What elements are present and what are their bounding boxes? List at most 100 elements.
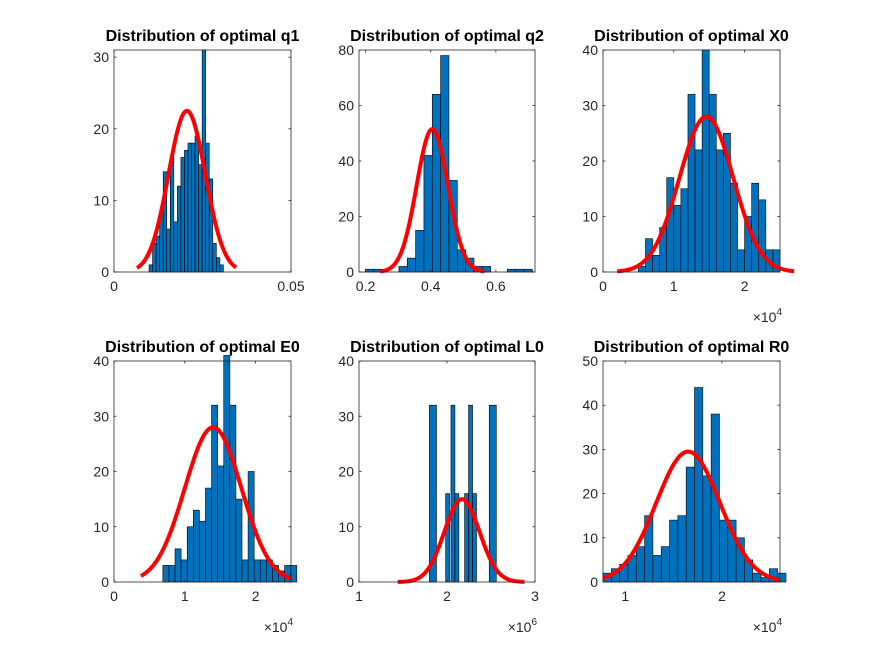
normal-fit-curve — [378, 127, 486, 274]
x-tick-label: 2 — [443, 588, 451, 604]
histogram-bar — [211, 404, 218, 583]
histogram-bar — [669, 519, 679, 583]
x-tick-label: 0.4 — [421, 278, 441, 294]
histogram-bar — [673, 205, 682, 273]
histogram-bar — [523, 268, 533, 273]
x-tick-label: 3 — [531, 588, 539, 604]
histogram-bar — [715, 149, 724, 273]
histogram-bar — [205, 487, 212, 583]
histogram-bar — [685, 466, 695, 583]
histogram-bar — [752, 572, 762, 583]
histogram-bar — [155, 235, 160, 273]
y-tick-label: 40 — [582, 42, 598, 58]
histogram-bar — [174, 548, 182, 583]
x-tick-label: 2 — [252, 588, 260, 604]
histogram-bar — [468, 404, 473, 583]
x-tick-label: 1 — [621, 588, 629, 604]
histogram-bar — [423, 155, 433, 273]
y-tick-label: 20 — [338, 209, 354, 225]
histogram-bar — [217, 465, 225, 583]
normal-fit-curve — [396, 497, 526, 584]
x-tick-label: 0.2 — [356, 278, 376, 294]
histogram-bar — [751, 182, 760, 273]
histogram-bar — [290, 565, 298, 583]
x-tick-label: 0 — [599, 278, 607, 294]
normal-fit-curve — [139, 425, 293, 581]
x-tick-label: 1 — [181, 588, 189, 604]
histogram-bar — [680, 188, 689, 273]
histogram-bar — [199, 520, 206, 583]
x-exponent-label: ×104 — [264, 617, 294, 635]
y-tick-label: 0 — [590, 574, 598, 590]
histogram-bar — [173, 221, 178, 273]
histogram-bar — [666, 177, 675, 273]
y-tick-label: 30 — [582, 441, 598, 457]
y-tick-label: 20 — [338, 464, 354, 480]
histogram-bar — [219, 264, 224, 273]
y-tick-label: 30 — [93, 49, 109, 65]
axes-frame — [113, 49, 292, 273]
y-tick-label: 30 — [338, 408, 354, 424]
y-tick-label: 0 — [590, 264, 598, 280]
histogram-bar — [191, 142, 196, 273]
x-tick-label: 0.05 — [277, 278, 304, 294]
histogram-bar — [253, 559, 261, 583]
histogram-bar — [406, 257, 416, 273]
histogram-bar — [169, 157, 175, 273]
histogram-bar — [192, 509, 200, 583]
subplot-1: 0 0.05 0 10 20 30 Distribution of optimal q1 — [93, 28, 304, 294]
y-tick-label: 0 — [346, 574, 354, 590]
y-tick-label: 20 — [93, 464, 109, 480]
y-tick-label: 40 — [338, 153, 354, 169]
x-exponent-label: ×104 — [753, 307, 783, 325]
histogram-bar — [701, 49, 710, 273]
histogram-bar — [241, 559, 249, 583]
histogram-bar — [652, 555, 662, 583]
y-tick-label: 0 — [101, 264, 109, 280]
histogram-bar — [162, 565, 170, 583]
y-tick-label: 50 — [582, 353, 598, 369]
y-tick-label: 0 — [346, 264, 354, 280]
histogram-bar — [259, 559, 267, 583]
x-tick-label: 2 — [741, 278, 749, 294]
histogram-bar — [166, 228, 171, 273]
histogram-bar — [687, 94, 696, 273]
histogram-bar — [194, 135, 199, 273]
y-tick-label: 10 — [582, 530, 598, 546]
y-tick-label: 10 — [582, 209, 598, 225]
normal-fit-curve — [135, 108, 238, 270]
x-tick-label: 0.6 — [486, 278, 506, 294]
y-tick-label: 20 — [93, 121, 109, 137]
histogram-bar — [660, 546, 670, 583]
x-tick-label: 1 — [355, 588, 363, 604]
histogram-bar — [730, 182, 738, 273]
histogram-bar — [223, 355, 231, 583]
normal-fit-curve — [616, 114, 796, 274]
histogram-bar — [450, 404, 456, 583]
y-tick-label: 60 — [338, 98, 354, 114]
y-tick-label: 40 — [338, 353, 354, 369]
histogram-bar — [431, 94, 441, 273]
histogram-bar — [507, 268, 517, 273]
x-exponent-label: ×104 — [753, 617, 783, 635]
histogram-bar — [758, 199, 767, 273]
y-tick-label: 10 — [93, 519, 109, 535]
histogram-bar — [205, 142, 210, 273]
x-tick-label: 0 — [110, 278, 118, 294]
subplot-title: Distribution of optimal L0 — [350, 339, 544, 356]
histogram-bar — [719, 519, 729, 583]
histogram-bar — [168, 565, 176, 583]
x-tick-label: 0 — [110, 588, 118, 604]
y-tick-label: 30 — [93, 408, 109, 424]
histogram-bar — [445, 493, 450, 583]
x-tick-label: 1 — [670, 278, 678, 294]
y-tick-label: 80 — [338, 42, 354, 58]
y-tick-label: 40 — [93, 353, 109, 369]
histogram-bar — [184, 149, 189, 273]
histogram-bar — [186, 526, 194, 583]
